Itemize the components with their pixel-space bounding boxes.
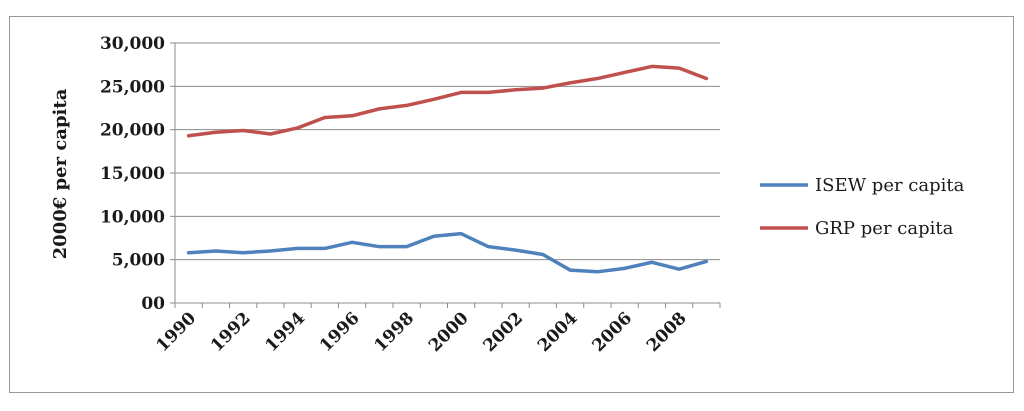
x-axis-ticks: 1990 1992 1994 1996 1998 2000 2002 2004 2006 2008 <box>153 308 691 356</box>
x-tick-label: 1998 <box>371 308 419 356</box>
gridlines <box>170 42 721 308</box>
legend-label: GRP per capita <box>815 218 954 239</box>
x-tick-label: 2002 <box>480 308 528 356</box>
x-tick-label: 1996 <box>316 308 364 356</box>
y-tick-label: 00 <box>141 294 165 314</box>
x-tick-label: 2004 <box>534 308 582 356</box>
y-tick-label: 10,000 <box>100 207 165 227</box>
x-tick-label: 2000 <box>425 308 473 356</box>
legend-label: ISEW per capita <box>815 175 965 196</box>
x-tick-label: 1990 <box>153 308 201 356</box>
y-tick-label: 20,000 <box>100 121 165 141</box>
x-tick-label: 2008 <box>643 308 691 356</box>
y-axis-label: 2000€ per capita <box>50 88 71 259</box>
chart-frame <box>9 16 1014 393</box>
series-line <box>186 231 709 274</box>
series-line <box>186 64 709 138</box>
legend: ISEW per capita GRP per capita <box>760 175 965 239</box>
y-tick-label: 15,000 <box>100 164 165 184</box>
x-tick-label: 1992 <box>207 308 255 356</box>
y-tick-label: 30,000 <box>100 34 165 54</box>
x-tick-label: 1994 <box>262 308 310 356</box>
x-tick-label: 2006 <box>589 308 637 356</box>
series-lines <box>186 64 709 274</box>
y-axis-ticks: 00 5,000 10,000 15,000 20,000 25,000 30,000 <box>100 34 165 314</box>
y-tick-label: 25,000 <box>100 77 165 97</box>
y-tick-label: 5,000 <box>112 251 165 271</box>
